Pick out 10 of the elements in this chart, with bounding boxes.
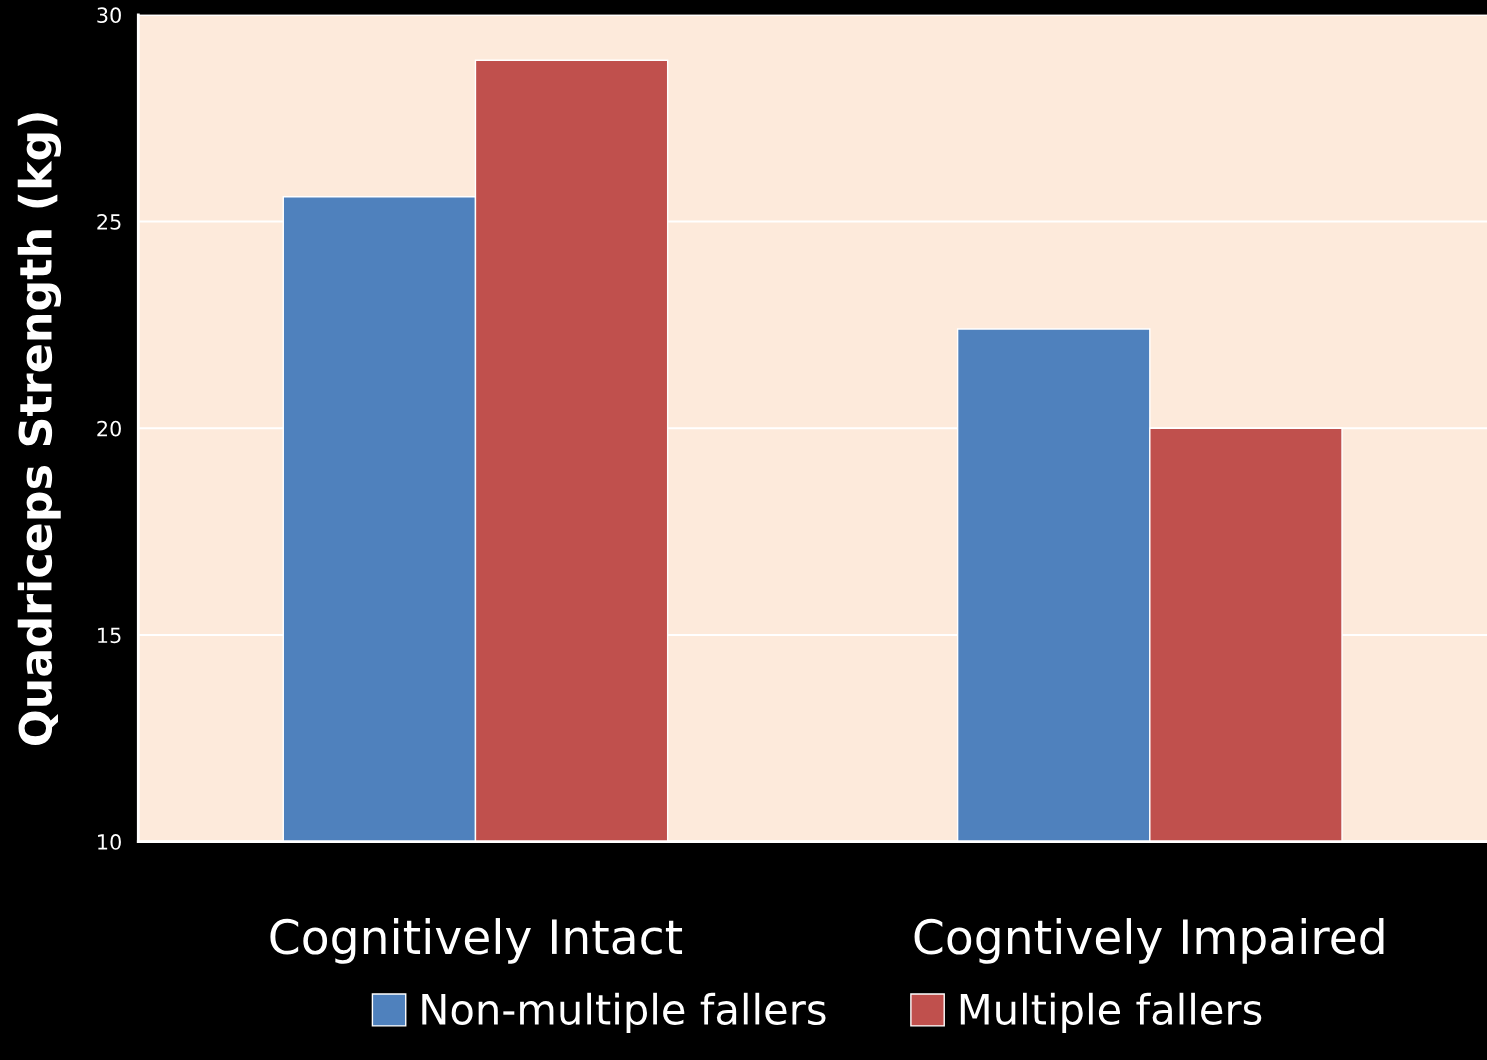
- y-tick-label: 20: [97, 420, 121, 437]
- y-tick-label: 30: [97, 7, 121, 24]
- x-tick-label: Cognitively Intact: [270, 918, 683, 964]
- legend-label: Non-multiple fallers: [422, 992, 826, 1034]
- y-tick-label: 25: [97, 213, 121, 230]
- y-tick-label: 10: [98, 834, 121, 850]
- x-tick-label: Cogntively Impaired: [914, 918, 1384, 964]
- legend-label: Multiple fallers: [960, 992, 1262, 1034]
- y-tick-label: 15: [98, 627, 121, 644]
- y-axis-title: Quadriceps Strength (kg): [17, 113, 62, 745]
